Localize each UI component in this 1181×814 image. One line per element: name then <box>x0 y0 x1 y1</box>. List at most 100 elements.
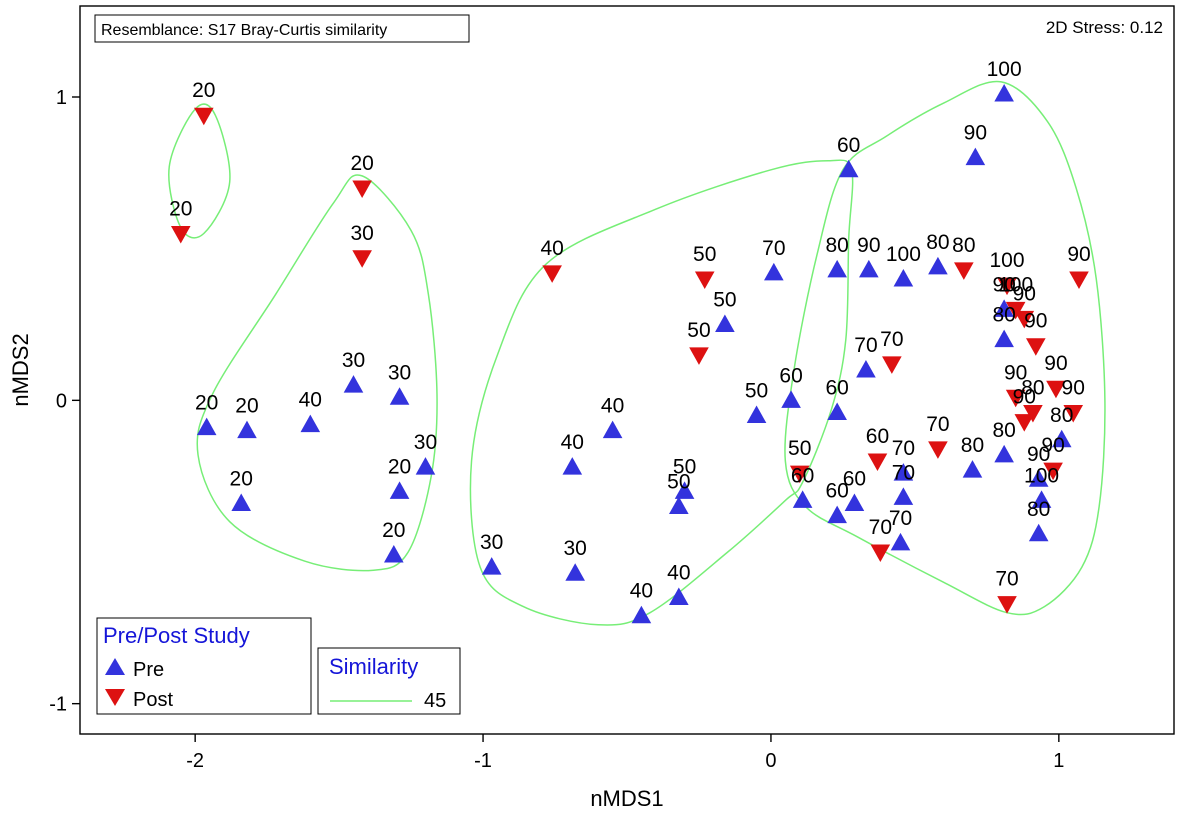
legend-similarity-box <box>317 647 461 715</box>
pre-marker <box>1028 469 1049 487</box>
pre-marker <box>715 314 735 332</box>
point-label: 70 <box>889 507 912 530</box>
pre-marker <box>994 329 1014 348</box>
point-label: 90 <box>1013 282 1036 305</box>
point-label: 50 <box>667 471 690 494</box>
point-label: 70 <box>892 461 915 484</box>
point-label: 80 <box>825 234 848 257</box>
point-label: 100 <box>886 243 921 266</box>
point-label: 80 <box>1027 498 1050 521</box>
pre-marker <box>893 487 914 505</box>
legend-similarity-label: 45 <box>424 690 446 712</box>
point-label: 80 <box>992 419 1015 442</box>
post-marker <box>1069 271 1089 289</box>
pre-marker <box>231 493 252 511</box>
pre-marker <box>965 147 986 166</box>
pre-marker <box>674 481 695 499</box>
point-label: 80 <box>926 231 949 254</box>
point-label: 90 <box>1067 243 1090 266</box>
pre-marker <box>928 256 948 275</box>
point-label: 80 <box>952 234 975 257</box>
similarity-contour-3 <box>784 80 1106 616</box>
post-marker <box>1005 301 1026 320</box>
point-label: 70 <box>854 334 877 357</box>
point-label: 20 <box>169 198 192 221</box>
similarity-contours <box>168 80 1106 626</box>
pre-marker <box>792 490 813 508</box>
post-marker <box>1014 414 1035 432</box>
pre-marker <box>631 605 652 624</box>
point-label: 80 <box>961 434 984 457</box>
stress-label: 2D Stress: 0.12 <box>1046 18 1163 37</box>
pre-marker <box>565 563 585 581</box>
pre-marker <box>343 375 364 393</box>
pre-marker <box>562 457 583 475</box>
point-label: 50 <box>713 289 736 312</box>
pre-marker <box>844 493 865 511</box>
pre-marker <box>237 420 257 439</box>
post-marker <box>1014 310 1035 329</box>
point-label: 40 <box>630 580 653 603</box>
point-label: 40 <box>601 395 624 418</box>
point-label: 20 <box>230 467 253 490</box>
resemblance-box <box>94 14 470 43</box>
y-axis-title: nMDS2 <box>8 333 33 406</box>
point-label: 90 <box>964 122 987 145</box>
pre-marker <box>746 405 767 423</box>
legend-pre-marker <box>105 658 125 675</box>
post-marker <box>882 356 902 374</box>
point-label: 50 <box>673 455 696 478</box>
data-points <box>170 83 1089 624</box>
point-label: 70 <box>926 413 949 436</box>
point-label: 50 <box>788 437 811 460</box>
post-marker <box>1063 404 1084 423</box>
post-marker <box>689 347 709 365</box>
point-label: 90 <box>1004 361 1027 384</box>
post-marker <box>870 544 891 562</box>
point-label: 90 <box>1013 386 1036 409</box>
post-marker <box>352 180 372 198</box>
point-label: 20 <box>350 152 373 175</box>
pre-marker <box>669 496 689 514</box>
y-tick-label: 1 <box>56 87 67 109</box>
pre-marker <box>890 532 911 551</box>
point-label: 20 <box>382 519 405 542</box>
point-label: 50 <box>745 380 768 403</box>
pre-marker <box>859 259 879 278</box>
post-marker <box>1005 389 1026 408</box>
pre-marker <box>994 299 1014 317</box>
post-marker <box>694 271 715 289</box>
point-label: 80 <box>1050 404 1073 427</box>
y-tick-label: -1 <box>49 694 67 716</box>
pre-marker <box>389 481 410 499</box>
post-marker <box>170 226 191 244</box>
point-label: 60 <box>825 376 848 399</box>
pre-marker <box>781 390 801 408</box>
point-label: 60 <box>791 464 814 487</box>
point-label: 20 <box>192 79 215 102</box>
post-marker <box>1023 404 1043 423</box>
point-label: 60 <box>825 480 848 503</box>
point-label: 60 <box>843 467 866 490</box>
pre-marker <box>838 159 859 178</box>
point-label: 90 <box>1044 352 1067 375</box>
pre-marker <box>415 457 436 475</box>
post-marker <box>997 277 1017 296</box>
y-tick-label: 0 <box>56 390 67 412</box>
point-label: 60 <box>779 364 802 387</box>
legend-similarity: Similarity 45 <box>317 647 461 715</box>
point-label: 90 <box>1062 376 1085 399</box>
pre-marker <box>196 417 217 436</box>
point-label: 20 <box>235 395 258 418</box>
point-label: 30 <box>342 349 365 372</box>
post-marker <box>928 441 948 459</box>
pre-marker <box>893 463 914 481</box>
point-label: 90 <box>1024 310 1047 333</box>
post-marker <box>1026 338 1046 356</box>
legend-study-title: Pre/Post Study <box>103 623 250 648</box>
point-label: 30 <box>388 361 411 384</box>
point-label: 30 <box>350 222 373 245</box>
point-label: 90 <box>857 234 880 257</box>
pre-marker <box>994 83 1014 102</box>
